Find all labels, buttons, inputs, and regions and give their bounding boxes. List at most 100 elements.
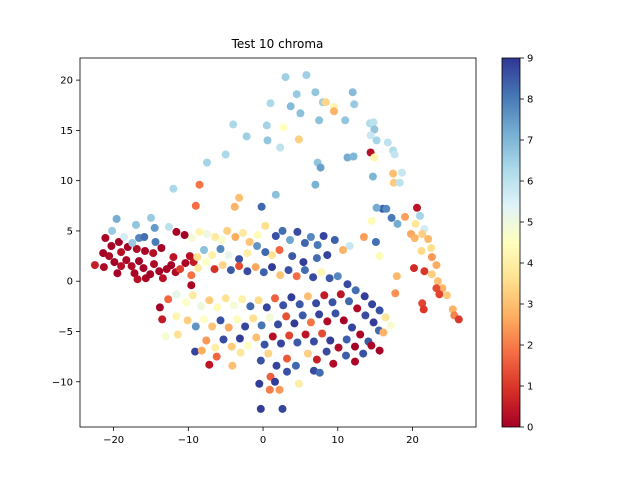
data-point bbox=[164, 295, 173, 304]
data-point bbox=[315, 310, 324, 319]
data-point bbox=[300, 239, 309, 247]
data-point bbox=[424, 235, 433, 243]
data-point bbox=[391, 289, 400, 298]
data-point bbox=[303, 292, 312, 301]
data-point bbox=[435, 290, 444, 299]
data-point bbox=[155, 303, 164, 312]
data-point bbox=[427, 244, 436, 252]
data-point bbox=[110, 258, 119, 267]
data-point bbox=[299, 258, 308, 267]
data-point bbox=[249, 314, 258, 323]
data-point bbox=[361, 311, 370, 320]
data-point bbox=[323, 317, 332, 326]
data-point bbox=[432, 284, 441, 293]
data-point bbox=[345, 297, 353, 306]
colorbar-tick-label: 0 bbox=[527, 423, 533, 434]
data-point bbox=[348, 88, 357, 97]
data-point bbox=[256, 356, 265, 365]
data-point bbox=[169, 253, 178, 262]
data-point bbox=[211, 233, 220, 241]
data-point bbox=[223, 226, 232, 235]
data-point bbox=[419, 305, 428, 314]
data-point bbox=[227, 342, 236, 351]
data-point bbox=[117, 248, 126, 257]
data-point bbox=[262, 121, 271, 130]
data-point bbox=[202, 258, 211, 267]
y-tick-label: 20 bbox=[60, 76, 73, 87]
data-point bbox=[278, 404, 287, 413]
data-point bbox=[290, 319, 299, 328]
data-point bbox=[360, 292, 369, 301]
data-point bbox=[284, 266, 293, 275]
data-point bbox=[442, 291, 451, 300]
data-point bbox=[264, 349, 273, 358]
data-point bbox=[413, 203, 421, 212]
data-point bbox=[334, 343, 343, 352]
data-point bbox=[132, 245, 141, 253]
colorbar-tick-label: 3 bbox=[527, 300, 533, 311]
data-point bbox=[271, 190, 280, 199]
data-point bbox=[244, 341, 253, 350]
data-point bbox=[367, 341, 376, 350]
data-point bbox=[202, 336, 211, 345]
data-point bbox=[293, 227, 302, 236]
data-point bbox=[261, 221, 270, 230]
data-point bbox=[368, 300, 377, 309]
data-point bbox=[271, 232, 280, 240]
data-point bbox=[393, 219, 402, 228]
data-point bbox=[427, 253, 436, 262]
data-point bbox=[208, 251, 217, 260]
data-point bbox=[321, 98, 330, 107]
data-point bbox=[221, 150, 230, 159]
data-point bbox=[200, 246, 208, 254]
data-point bbox=[350, 100, 359, 109]
data-point bbox=[348, 323, 356, 332]
data-point bbox=[420, 267, 429, 276]
data-point bbox=[157, 244, 166, 252]
data-point bbox=[211, 343, 220, 352]
data-point bbox=[172, 290, 181, 299]
data-point bbox=[161, 332, 170, 341]
data-point bbox=[389, 169, 398, 178]
data-point bbox=[417, 247, 426, 255]
data-point bbox=[135, 257, 143, 266]
data-point bbox=[339, 246, 347, 254]
data-point bbox=[132, 220, 140, 229]
data-point bbox=[120, 233, 129, 241]
data-point bbox=[187, 271, 196, 280]
data-point bbox=[312, 355, 321, 364]
data-point bbox=[272, 361, 281, 370]
data-point bbox=[342, 351, 350, 360]
data-point bbox=[172, 312, 181, 321]
x-tick-label: 0 bbox=[260, 435, 266, 446]
data-point bbox=[331, 309, 340, 318]
x-axis: −20 −10 0 10 20 bbox=[103, 427, 419, 446]
data-point bbox=[243, 249, 252, 258]
y-tick-label: −10 bbox=[52, 377, 73, 388]
data-point bbox=[224, 323, 233, 332]
data-point bbox=[328, 298, 337, 307]
data-point bbox=[180, 231, 189, 239]
data-point bbox=[366, 131, 375, 140]
data-point bbox=[410, 234, 419, 242]
colorbar bbox=[501, 57, 521, 428]
data-point bbox=[193, 253, 202, 262]
data-point bbox=[238, 295, 247, 304]
data-point bbox=[339, 316, 348, 325]
data-point bbox=[218, 261, 227, 270]
colorbar-tick-label: 1 bbox=[527, 382, 533, 393]
data-point bbox=[246, 302, 255, 311]
data-point bbox=[205, 296, 214, 305]
data-point bbox=[370, 153, 379, 162]
data-point bbox=[375, 306, 384, 315]
data-point bbox=[191, 322, 200, 331]
data-point bbox=[286, 236, 294, 244]
data-point bbox=[254, 296, 263, 305]
data-point bbox=[150, 223, 159, 232]
data-point bbox=[268, 332, 277, 341]
data-point bbox=[283, 354, 291, 363]
data-point bbox=[185, 252, 194, 261]
data-point bbox=[311, 180, 320, 189]
data-point bbox=[383, 138, 392, 147]
data-point bbox=[191, 347, 200, 356]
